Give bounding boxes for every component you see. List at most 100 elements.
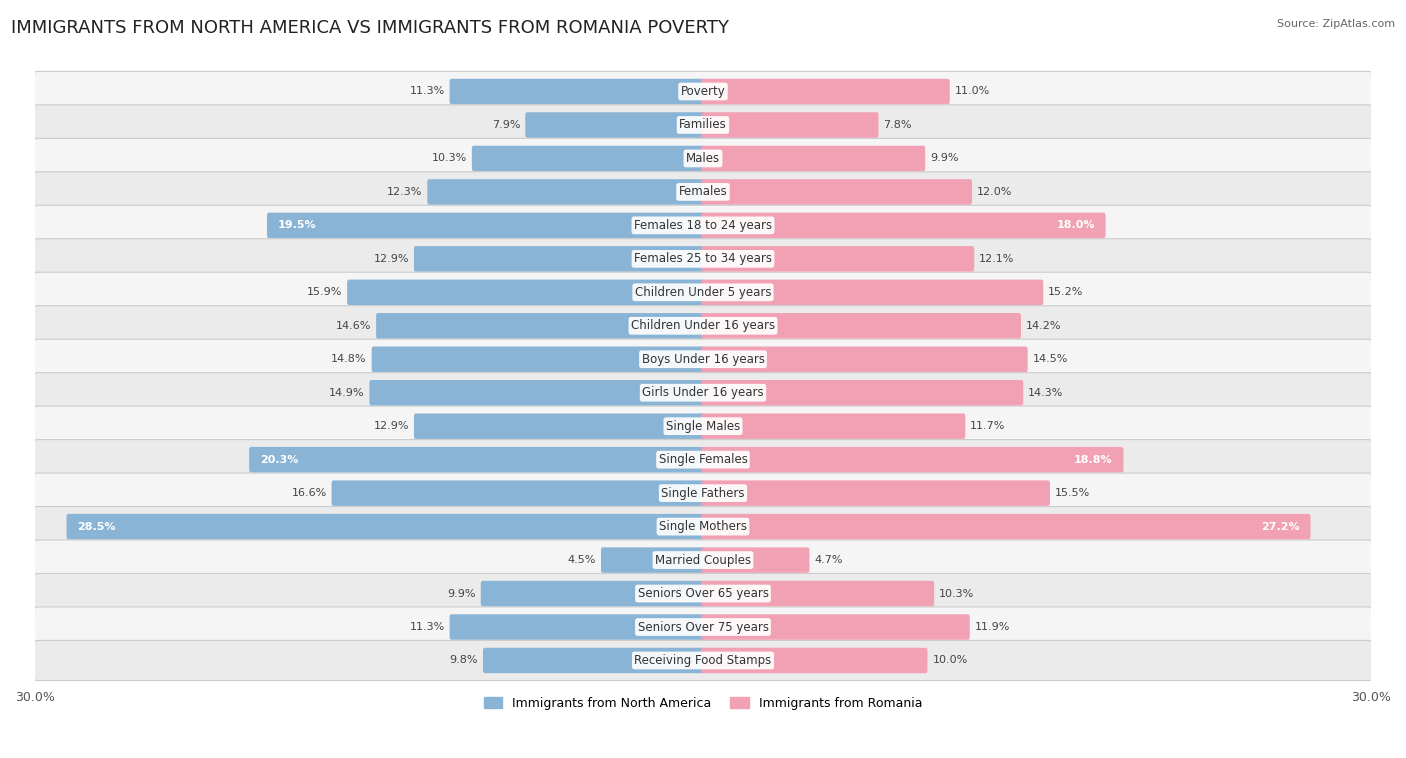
Text: IMMIGRANTS FROM NORTH AMERICA VS IMMIGRANTS FROM ROMANIA POVERTY: IMMIGRANTS FROM NORTH AMERICA VS IMMIGRA… <box>11 19 730 37</box>
FancyBboxPatch shape <box>702 146 925 171</box>
FancyBboxPatch shape <box>34 540 1372 580</box>
Text: 10.0%: 10.0% <box>932 656 967 666</box>
Text: 9.9%: 9.9% <box>931 153 959 164</box>
FancyBboxPatch shape <box>332 481 704 506</box>
FancyBboxPatch shape <box>702 79 949 104</box>
FancyBboxPatch shape <box>427 179 704 205</box>
FancyBboxPatch shape <box>413 246 704 271</box>
Text: 11.3%: 11.3% <box>409 622 444 632</box>
Text: Families: Families <box>679 118 727 131</box>
FancyBboxPatch shape <box>472 146 704 171</box>
Text: Males: Males <box>686 152 720 165</box>
FancyBboxPatch shape <box>34 440 1372 480</box>
Text: Married Couples: Married Couples <box>655 553 751 566</box>
Text: 28.5%: 28.5% <box>77 522 115 531</box>
Text: 10.3%: 10.3% <box>432 153 467 164</box>
Text: 15.5%: 15.5% <box>1054 488 1090 498</box>
FancyBboxPatch shape <box>600 547 704 573</box>
Text: 14.6%: 14.6% <box>336 321 371 330</box>
FancyBboxPatch shape <box>34 105 1372 145</box>
FancyBboxPatch shape <box>34 272 1372 312</box>
Text: 15.9%: 15.9% <box>307 287 342 297</box>
FancyBboxPatch shape <box>267 213 704 238</box>
FancyBboxPatch shape <box>702 246 974 271</box>
Text: 12.3%: 12.3% <box>387 187 422 197</box>
FancyBboxPatch shape <box>34 139 1372 179</box>
Text: Seniors Over 75 years: Seniors Over 75 years <box>637 621 769 634</box>
FancyBboxPatch shape <box>702 213 1105 238</box>
Text: 12.9%: 12.9% <box>374 254 409 264</box>
Text: 12.1%: 12.1% <box>979 254 1015 264</box>
Text: 10.3%: 10.3% <box>939 588 974 599</box>
Text: 20.3%: 20.3% <box>260 455 298 465</box>
FancyBboxPatch shape <box>34 71 1372 111</box>
FancyBboxPatch shape <box>702 179 972 205</box>
Text: 19.5%: 19.5% <box>277 221 316 230</box>
Text: Source: ZipAtlas.com: Source: ZipAtlas.com <box>1277 19 1395 29</box>
FancyBboxPatch shape <box>371 346 704 372</box>
Text: Single Females: Single Females <box>658 453 748 466</box>
Text: Receiving Food Stamps: Receiving Food Stamps <box>634 654 772 667</box>
Text: 15.2%: 15.2% <box>1047 287 1084 297</box>
Text: Girls Under 16 years: Girls Under 16 years <box>643 387 763 399</box>
Text: 11.3%: 11.3% <box>409 86 444 96</box>
Text: 14.3%: 14.3% <box>1028 388 1063 398</box>
FancyBboxPatch shape <box>702 346 1028 372</box>
Text: 11.0%: 11.0% <box>955 86 990 96</box>
Text: 27.2%: 27.2% <box>1261 522 1299 531</box>
FancyBboxPatch shape <box>450 79 704 104</box>
Text: 9.9%: 9.9% <box>447 588 475 599</box>
FancyBboxPatch shape <box>702 581 934 606</box>
Text: Females: Females <box>679 186 727 199</box>
Legend: Immigrants from North America, Immigrants from Romania: Immigrants from North America, Immigrant… <box>478 691 928 715</box>
FancyBboxPatch shape <box>702 648 928 673</box>
FancyBboxPatch shape <box>702 447 1123 472</box>
FancyBboxPatch shape <box>450 614 704 640</box>
FancyBboxPatch shape <box>34 305 1372 346</box>
Text: 14.8%: 14.8% <box>332 354 367 365</box>
Text: 7.9%: 7.9% <box>492 120 520 130</box>
FancyBboxPatch shape <box>702 614 970 640</box>
Text: 14.9%: 14.9% <box>329 388 364 398</box>
Text: Poverty: Poverty <box>681 85 725 98</box>
FancyBboxPatch shape <box>702 547 810 573</box>
Text: 12.0%: 12.0% <box>977 187 1012 197</box>
FancyBboxPatch shape <box>370 380 704 406</box>
Text: Children Under 16 years: Children Under 16 years <box>631 319 775 332</box>
FancyBboxPatch shape <box>34 373 1372 413</box>
Text: 14.5%: 14.5% <box>1032 354 1069 365</box>
Text: Females 25 to 34 years: Females 25 to 34 years <box>634 252 772 265</box>
FancyBboxPatch shape <box>702 112 879 138</box>
Text: 9.8%: 9.8% <box>450 656 478 666</box>
Text: 14.2%: 14.2% <box>1026 321 1062 330</box>
FancyBboxPatch shape <box>34 473 1372 513</box>
Text: 11.7%: 11.7% <box>970 421 1005 431</box>
Text: Seniors Over 65 years: Seniors Over 65 years <box>637 587 769 600</box>
FancyBboxPatch shape <box>413 413 704 439</box>
FancyBboxPatch shape <box>526 112 704 138</box>
FancyBboxPatch shape <box>34 339 1372 379</box>
FancyBboxPatch shape <box>34 607 1372 647</box>
FancyBboxPatch shape <box>375 313 704 339</box>
Text: 12.9%: 12.9% <box>374 421 409 431</box>
Text: Single Males: Single Males <box>666 420 740 433</box>
Text: 11.9%: 11.9% <box>974 622 1010 632</box>
Text: Single Mothers: Single Mothers <box>659 520 747 533</box>
Text: 4.5%: 4.5% <box>568 555 596 565</box>
Text: Boys Under 16 years: Boys Under 16 years <box>641 352 765 366</box>
FancyBboxPatch shape <box>484 648 704 673</box>
FancyBboxPatch shape <box>702 280 1043 305</box>
Text: 18.0%: 18.0% <box>1056 221 1095 230</box>
FancyBboxPatch shape <box>66 514 704 540</box>
FancyBboxPatch shape <box>34 239 1372 279</box>
Text: 16.6%: 16.6% <box>291 488 326 498</box>
FancyBboxPatch shape <box>702 313 1021 339</box>
FancyBboxPatch shape <box>34 506 1372 547</box>
Text: Single Fathers: Single Fathers <box>661 487 745 500</box>
FancyBboxPatch shape <box>347 280 704 305</box>
FancyBboxPatch shape <box>34 641 1372 681</box>
FancyBboxPatch shape <box>702 380 1024 406</box>
FancyBboxPatch shape <box>702 514 1310 540</box>
Text: 4.7%: 4.7% <box>814 555 842 565</box>
FancyBboxPatch shape <box>481 581 704 606</box>
